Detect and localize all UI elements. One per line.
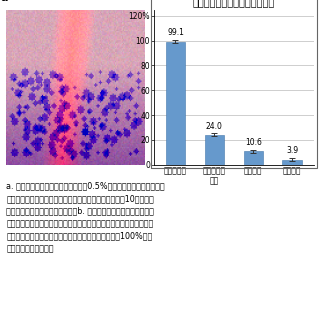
Bar — [166, 42, 185, 164]
Title: 各細胞の病因遺伝子変異保有率: 各細胞の病因遺伝子変異保有率 — [193, 0, 275, 7]
Bar — [283, 160, 302, 164]
Text: 3.9: 3.9 — [286, 147, 298, 156]
Bar — [205, 135, 224, 164]
Text: 24.0: 24.0 — [206, 122, 223, 131]
Text: a: a — [1, 0, 8, 4]
Text: a. お父さんにはあざとして体全体の0.5%に、子供には全身に、「棘
融解」と呼ばれる同じ皮膚の変化が見られる。ケラチン10遺伝子の
同じ変異によって起こってい: a. お父さんにはあざとして体全体の0.5%に、子供には全身に、「棘 融解」と呼… — [6, 182, 165, 253]
Text: 10.6: 10.6 — [245, 138, 262, 147]
Bar — [244, 151, 263, 164]
Text: 99.1: 99.1 — [167, 28, 184, 37]
